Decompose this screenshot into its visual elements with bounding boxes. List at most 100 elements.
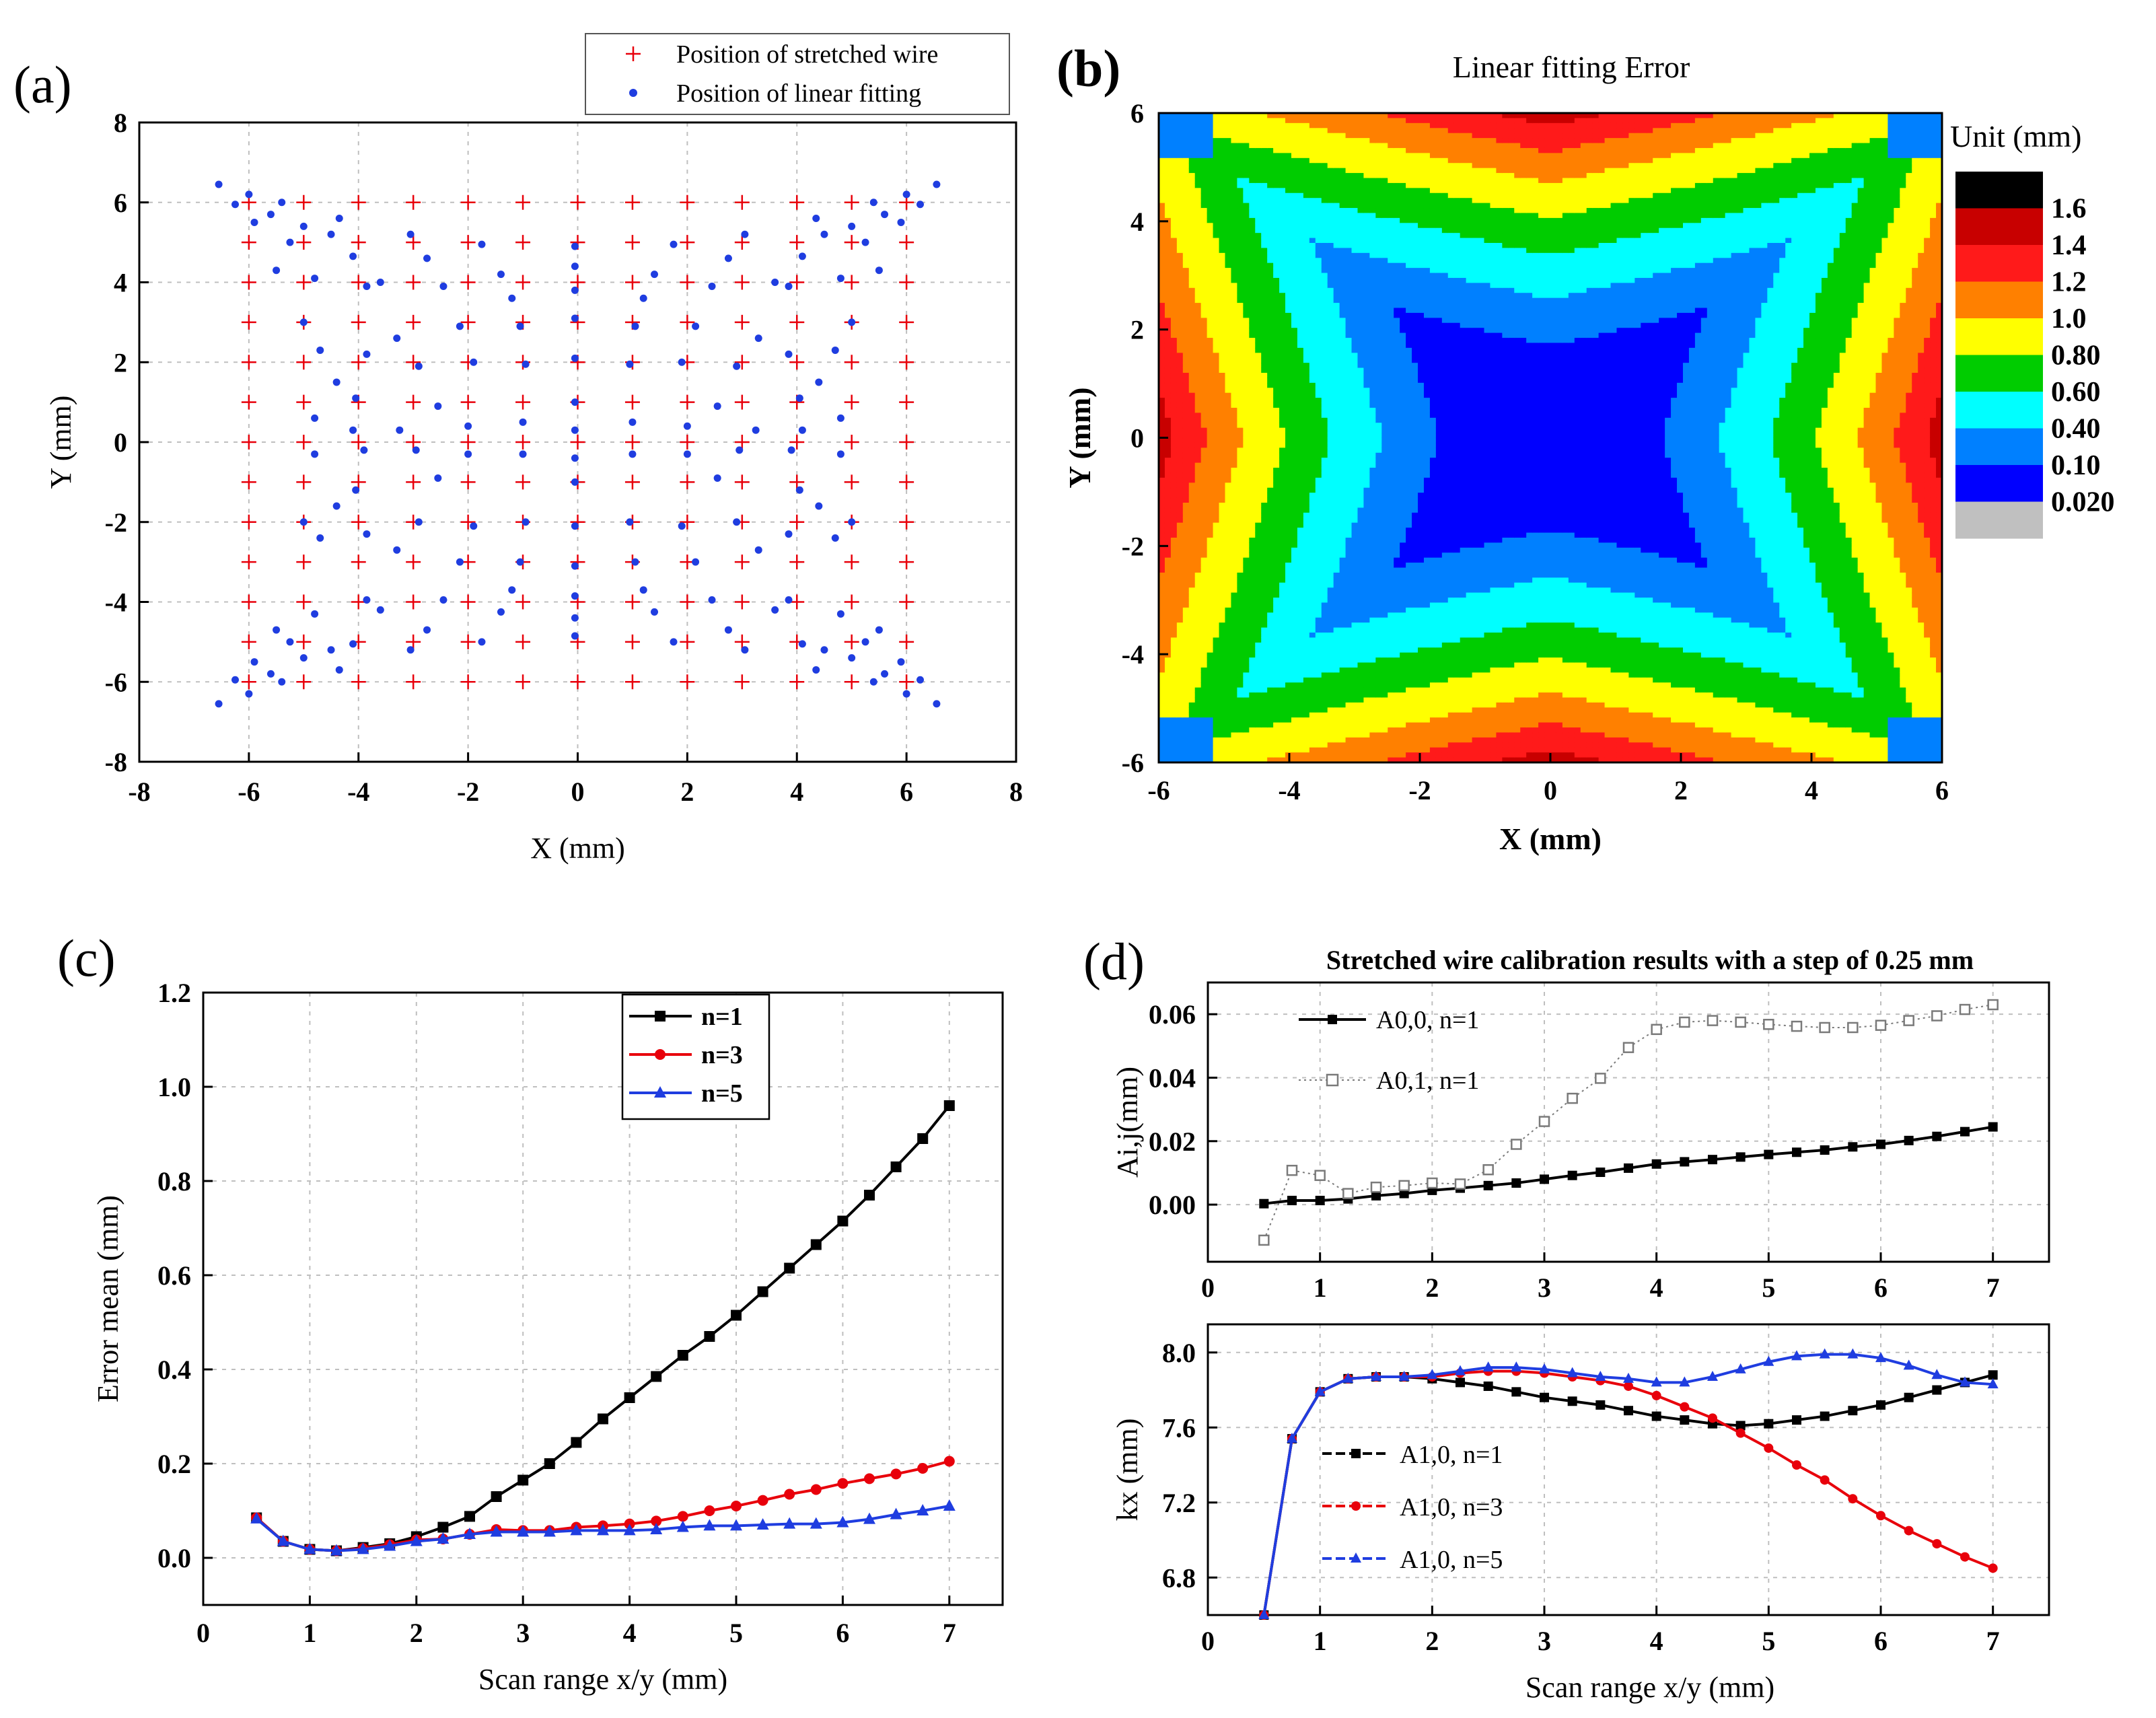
contour-cell — [1351, 452, 1359, 458]
contour-cell — [1333, 517, 1340, 524]
contour-cell — [1188, 277, 1196, 283]
contour-cell — [1225, 413, 1232, 419]
contour-cell — [1351, 203, 1359, 209]
contour-cell — [1309, 662, 1316, 668]
contour-cell — [1207, 627, 1214, 633]
contour-cell — [1182, 157, 1190, 164]
contour-cell — [1231, 188, 1237, 194]
contour-cell — [1213, 343, 1220, 349]
wire-marker — [734, 435, 750, 450]
contour-cell — [1315, 357, 1322, 363]
contour-cell — [1194, 617, 1202, 623]
contour-cell — [1351, 198, 1359, 204]
fit-point — [311, 610, 319, 618]
contour-cell — [1345, 717, 1353, 723]
contour-cell — [1363, 248, 1370, 254]
contour-cell — [1159, 182, 1165, 188]
contour-cell — [1297, 633, 1304, 639]
contour-cell — [1170, 297, 1178, 303]
contour-cell — [1345, 233, 1353, 239]
contour-cell — [1321, 433, 1328, 439]
contour-cell — [1225, 577, 1232, 583]
contour-cell — [1255, 622, 1262, 629]
contour-cell — [1231, 287, 1237, 293]
contour-cell — [1351, 173, 1359, 179]
contour-cell — [1249, 423, 1256, 429]
contour-cell — [1159, 332, 1165, 338]
contour-cell — [1357, 248, 1365, 254]
contour-cell — [1243, 557, 1250, 563]
contour-cell — [1237, 153, 1244, 159]
contour-cell — [1291, 517, 1298, 524]
fit-point — [406, 646, 415, 654]
wire-marker — [296, 394, 312, 410]
contour-cell — [1327, 248, 1334, 254]
contour-cell — [1351, 273, 1359, 279]
contour-cell — [1327, 567, 1334, 573]
contour-cell — [1357, 143, 1365, 149]
contour-cell — [1357, 752, 1365, 758]
contour-cell — [1357, 462, 1365, 468]
contour-cell — [1321, 627, 1328, 633]
contour-cell — [1309, 612, 1316, 618]
fit-point — [735, 446, 744, 454]
contour-cell — [1170, 427, 1178, 433]
contour-cell — [1297, 392, 1304, 398]
fit-point — [215, 700, 223, 708]
contour-cell — [1309, 697, 1316, 703]
contour-cell — [1315, 687, 1322, 693]
fit-point — [415, 362, 423, 370]
contour-cell — [1170, 178, 1178, 184]
contour-cell — [1363, 223, 1370, 229]
contour-cell — [1345, 537, 1353, 543]
contour-cell — [1279, 173, 1286, 179]
contour-cell — [1267, 433, 1274, 439]
contour-cell — [1237, 757, 1244, 763]
contour-cell — [1255, 477, 1262, 483]
contour-cell — [1159, 373, 1165, 379]
contour-cell — [1279, 138, 1286, 144]
contour-cell — [1303, 448, 1310, 454]
contour-cell — [1249, 322, 1256, 328]
contour-cell — [1339, 487, 1346, 493]
contour-cell — [1291, 188, 1298, 194]
contour-cell — [1255, 392, 1262, 398]
contour-cell — [1255, 388, 1262, 394]
contour-cell — [1188, 732, 1196, 738]
contour-cell — [1339, 347, 1346, 353]
contour-cell — [1309, 757, 1316, 763]
contour-cell — [1194, 363, 1202, 369]
fit-point — [848, 518, 856, 526]
contour-cell — [1279, 737, 1286, 743]
wire-marker — [844, 554, 859, 570]
contour-cell — [1188, 303, 1196, 309]
contour-cell — [1159, 497, 1165, 503]
contour-cell — [1363, 143, 1370, 149]
contour-cell — [1249, 303, 1256, 309]
contour-cell — [1303, 552, 1310, 559]
contour-cell — [1297, 318, 1304, 324]
contour-cell — [1213, 398, 1220, 404]
contour-cell — [1327, 497, 1334, 503]
contour-cell — [1327, 468, 1334, 474]
contour-cell — [1231, 322, 1237, 328]
contour-cell — [1243, 227, 1250, 234]
contour-cell — [1333, 398, 1340, 404]
contour-cell — [1357, 347, 1365, 353]
contour-cell — [1219, 687, 1226, 693]
contour-cell — [1267, 657, 1274, 664]
contour-cell — [1261, 542, 1268, 548]
contour-cell — [1231, 133, 1237, 139]
contour-cell — [1267, 757, 1274, 763]
contour-cell — [1363, 707, 1370, 713]
contour-cell — [1200, 277, 1208, 283]
contour-cell — [1170, 157, 1178, 164]
contour-cell — [1369, 163, 1376, 169]
contour-cell — [1267, 122, 1274, 129]
contour-cell — [1351, 328, 1359, 334]
contour-cell — [1339, 472, 1346, 478]
contour-cell — [1273, 442, 1280, 448]
contour-cell — [1176, 472, 1184, 478]
contour-cell — [1200, 752, 1208, 758]
contour-cell — [1297, 312, 1304, 318]
